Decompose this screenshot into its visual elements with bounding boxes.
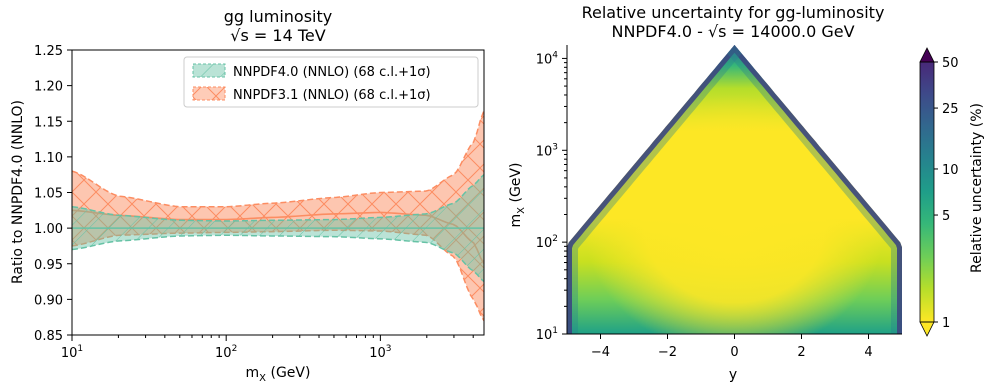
right-y-label-m: m	[508, 214, 524, 228]
left-y-tick-label: 1.15	[34, 115, 63, 130]
colorbar-label: Relative uncertainty (%)	[969, 103, 984, 273]
right-y-tick-label: 101	[536, 326, 558, 343]
right-x-tick-label: −2	[658, 345, 677, 360]
right-x-tick-label: 2	[797, 345, 805, 360]
right-y-tick-label: 102	[536, 234, 558, 251]
left-x-tick-label: 101	[61, 344, 83, 361]
colorbar-frame	[919, 61, 935, 323]
left-y-tick-label: 1.05	[34, 187, 63, 202]
left-x-tick-label: 102	[215, 344, 237, 361]
colorbar-extend-top	[919, 47, 935, 63]
heatmap-edge-right	[730, 45, 902, 334]
left-y-tick-label: 1.20	[34, 80, 63, 95]
left-ticks: 0.85 0.90 0.95 1.00 1.05 1.10 1.15 1.20 1.25 101 1…	[34, 44, 474, 361]
lower-nnpdf40	[72, 234, 484, 283]
legend-box	[183, 56, 479, 108]
colorbar-tick-label: 1	[942, 316, 950, 331]
right-chart: Relative uncertainty for gg-luminosity N…	[508, 3, 984, 383]
right-y-label-unit: (GeV)	[508, 163, 524, 203]
right-x-tick-label: 4	[864, 345, 872, 360]
right-x-tick-label: −4	[591, 345, 610, 360]
left-x-tick-label: 103	[369, 344, 391, 361]
colorbar-tick-label: 25	[942, 102, 959, 117]
colorbar-gradient	[920, 62, 934, 322]
left-y-tick-label: 0.85	[34, 329, 63, 344]
left-x-label-sub: X	[259, 373, 266, 384]
left-x-label: mX (GeV)	[246, 365, 311, 384]
colorbar-tick-label: 50	[942, 56, 959, 71]
heatmap-halo-left	[567, 45, 743, 334]
left-title-line2: √s = 14 TeV	[230, 26, 325, 45]
left-y-tick-label: 1.10	[34, 151, 63, 166]
left-y-tick-label: 1.00	[34, 222, 63, 237]
legend: NNPDF4.0 (NNLO) (68 c.l.+1σ) NNPDF3.1 (N…	[183, 56, 479, 108]
right-title-line1: Relative uncertainty for gg-luminosity	[582, 3, 885, 22]
upper-nnpdf40	[72, 174, 484, 222]
left-y-tick-label: 0.90	[34, 293, 63, 308]
left-chart: gg luminosity √s = 14 TeV 0.85 0.90 0.95 1.…	[10, 7, 485, 384]
heatmap-area	[567, 45, 902, 334]
right-axes: −4 −2 0 2 4 101 102 103 104	[536, 45, 902, 360]
right-y-label-sub: X	[516, 207, 527, 214]
left-y-tick-label: 1.25	[34, 44, 63, 59]
heatmap-halo-right	[726, 45, 902, 334]
left-y-tick-label: 0.95	[34, 258, 63, 273]
colorbar: 1 5 10 25 50	[919, 47, 959, 337]
left-plot-area	[72, 110, 484, 322]
right-y-tick-label: 104	[536, 50, 559, 67]
upper-nnpdf31	[72, 110, 484, 208]
left-x-label-m: m	[246, 365, 260, 381]
lower-nnpdf31	[72, 229, 484, 322]
left-y-label: Ratio to NNPDF4.0 (NNLO)	[10, 100, 26, 284]
left-x-label-unit: (GeV)	[270, 365, 310, 381]
right-x-label: y	[729, 367, 737, 383]
hatch-nnpdf31	[72, 110, 484, 321]
legend-label-nnpdf31: NNPDF3.1 (NNLO) (68 c.l.+1σ)	[233, 88, 431, 103]
left-title-line1: gg luminosity	[224, 7, 332, 26]
legend-label-nnpdf40: NNPDF4.0 (NNLO) (68 c.l.+1σ)	[233, 65, 431, 80]
right-x-tick-label: 0	[730, 345, 738, 360]
colorbar-tick-label: 5	[942, 209, 950, 224]
colorbar-tick-label: 10	[942, 163, 959, 178]
heatmap-edge-left	[567, 45, 739, 334]
right-y-label: mX (GeV)	[508, 163, 527, 228]
legend-item-nnpdf40: NNPDF4.0 (NNLO) (68 c.l.+1σ)	[192, 63, 431, 80]
right-title-line2: NNPDF4.0 - √s = 14000.0 GeV	[611, 22, 854, 41]
legend-item-nnpdf31: NNPDF3.1 (NNLO) (68 c.l.+1σ)	[192, 86, 431, 103]
right-y-tick-label: 103	[536, 142, 558, 159]
colorbar-extend-bottom	[919, 321, 935, 337]
